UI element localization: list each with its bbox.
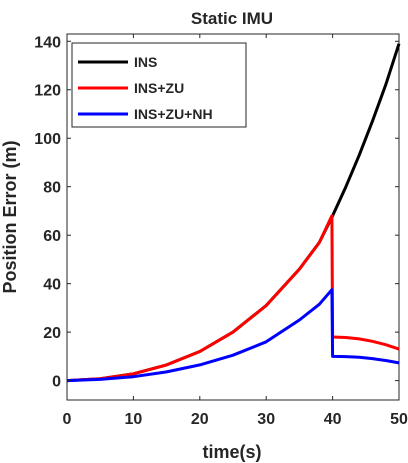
legend-label-1: INS+ZU [134, 80, 184, 96]
x-axis-label: time(s) [202, 442, 261, 462]
x-tick-label: 20 [191, 411, 209, 428]
chart-title: Static IMU [191, 9, 273, 28]
legend-label-2: INS+ZU+NH [134, 106, 213, 122]
series-line-2 [66, 288, 400, 383]
x-tick-label: 50 [390, 411, 408, 428]
y-tick-label: 40 [43, 277, 61, 294]
x-tick-label: 10 [125, 411, 143, 428]
y-tick-label: 80 [43, 180, 61, 197]
y-tick-label: 60 [43, 228, 61, 245]
y-tick-label: 140 [34, 34, 61, 51]
x-tick-label: 30 [257, 411, 275, 428]
x-tick-label: 0 [63, 411, 72, 428]
series-layer [66, 43, 401, 383]
y-tick-label: 100 [34, 131, 61, 148]
y-tick-label: 0 [52, 374, 61, 391]
legend-label-0: INS [134, 54, 157, 70]
tick-layer: 0 10 20 30 40 50 0 20 40 60 80 100 120 140 [34, 34, 408, 428]
y-axis-label: Position Error (m) [0, 140, 20, 293]
series-line-1 [66, 214, 400, 383]
legend: INS INS+ZU INS+ZU+NH [71, 42, 247, 128]
y-tick-label: 120 [34, 83, 61, 100]
y-tick-label: 20 [43, 325, 61, 342]
x-tick-label: 40 [324, 411, 342, 428]
